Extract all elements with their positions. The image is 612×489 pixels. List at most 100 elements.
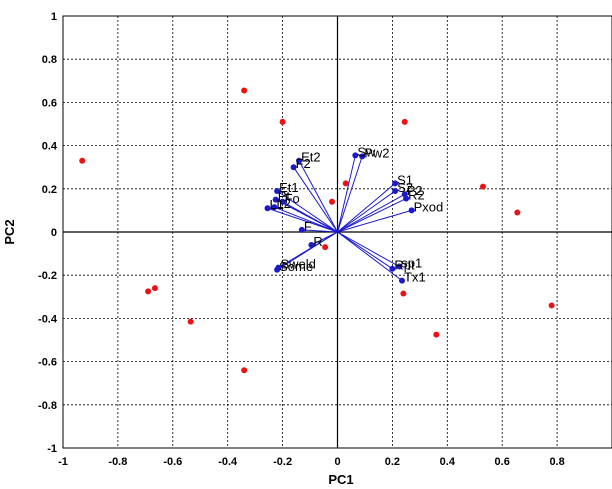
loading-vector — [267, 207, 338, 233]
loading-point — [298, 226, 305, 233]
loading-label: Et1 — [279, 180, 299, 195]
loading-vector — [337, 156, 363, 233]
loading-label: Pxod — [414, 199, 444, 214]
observation-point — [151, 285, 158, 292]
loading-label: F2 — [296, 156, 311, 171]
loading-label: Rpt — [394, 258, 415, 273]
loading-label: F — [304, 219, 312, 234]
y-tick-label: -1 — [47, 443, 57, 455]
loading-vector — [337, 183, 396, 233]
x-tick-label: -0.4 — [218, 456, 238, 468]
loading-label: Pt — [278, 189, 291, 204]
x-axis-title: PC1 — [328, 472, 353, 487]
x-tick-label: -0.8 — [108, 456, 127, 468]
observation-points — [79, 87, 555, 374]
x-tick-label: 0.2 — [385, 456, 400, 468]
loading-label: Tx1 — [404, 270, 426, 285]
loading-point — [271, 204, 278, 211]
loading-vector — [301, 229, 338, 233]
loading-vector — [278, 231, 338, 269]
observation-point — [514, 209, 521, 216]
x-tick-label: -0.6 — [163, 456, 182, 468]
observation-point — [401, 118, 408, 125]
x-tick-label: -0.2 — [273, 456, 292, 468]
loading-label: Fo — [285, 191, 300, 206]
loading-vector — [337, 198, 407, 233]
x-tick-label: 0.8 — [549, 456, 564, 468]
loading-point — [408, 207, 415, 214]
loading-point — [279, 198, 286, 205]
loading-point — [272, 196, 279, 203]
loading-point — [296, 157, 303, 164]
loading-vector — [337, 231, 403, 281]
loading-vector — [337, 190, 396, 233]
loading-point — [389, 265, 396, 272]
observation-point — [79, 157, 86, 164]
loading-vector — [293, 166, 338, 233]
y-tick-label: -0.4 — [38, 313, 58, 325]
loading-vectors — [267, 155, 412, 281]
loading-label: Et2 — [301, 150, 321, 165]
loading-point — [290, 164, 297, 171]
x-tick-label: 0.4 — [440, 456, 456, 468]
x-tick-label: 0 — [334, 456, 340, 468]
loading-label: Some — [279, 259, 313, 274]
loading-vector — [337, 209, 412, 233]
observation-point — [342, 180, 349, 187]
observation-point — [548, 302, 555, 309]
loading-label: S1 — [397, 172, 413, 187]
loading-point — [359, 153, 366, 160]
loading-label: L1 — [270, 197, 284, 212]
y-tick-label: -0.6 — [38, 357, 57, 369]
observation-point — [400, 290, 407, 297]
observation-point — [145, 288, 152, 295]
y-tick-label: -0.8 — [38, 400, 57, 412]
loading-point — [392, 187, 399, 194]
loading-label: R — [313, 234, 322, 249]
observation-point — [241, 87, 248, 94]
loading-vector — [337, 193, 405, 233]
loading-vector — [337, 155, 356, 233]
x-tick-labels: -1 -0.8 -0.6 -0.4 -0.2 0 0.2 0.4 0.6 0.8 — [58, 456, 565, 468]
observation-point — [187, 318, 194, 325]
y-tick-label: 0 — [51, 227, 57, 239]
loading-label: R2 — [408, 188, 425, 203]
loading-vector — [276, 190, 338, 233]
y-tick-label: 0.8 — [42, 54, 57, 66]
loading-label: L2 — [276, 196, 290, 211]
loading-label: Sweld — [280, 257, 315, 272]
x-tick-label: 0.6 — [495, 456, 510, 468]
observation-point — [433, 331, 440, 338]
y-tick-labels: 1 0.8 0.6 0.4 0.2 0 -0.2 -0.4 -0.6 -0.8 -1 — [38, 11, 58, 455]
y-tick-label: 1 — [51, 11, 57, 23]
loading-label: sp1 — [401, 256, 422, 271]
loading-point — [403, 195, 410, 202]
loading-points — [264, 152, 415, 284]
y-tick-label: -0.2 — [38, 270, 57, 282]
loading-vector — [298, 160, 338, 233]
loading-label: Sw — [357, 144, 376, 159]
observation-point — [322, 244, 329, 251]
plot-frame — [62, 15, 612, 449]
loading-vector — [274, 206, 338, 233]
loading-point — [308, 241, 315, 248]
y-axis-title: PC2 — [2, 219, 17, 244]
x-tick-label: -1 — [58, 456, 68, 468]
loading-point — [275, 264, 282, 271]
observation-point — [329, 198, 336, 205]
loading-point — [392, 180, 399, 187]
loading-point — [264, 205, 271, 212]
loading-vector — [337, 231, 393, 270]
loading-point — [274, 187, 281, 194]
loading-label: P2 — [407, 183, 423, 198]
y-tick-label: 0.2 — [42, 184, 57, 196]
y-tick-label: 0.6 — [42, 97, 57, 109]
loading-point — [352, 152, 359, 159]
observation-point — [241, 367, 248, 374]
observation-point — [479, 183, 486, 190]
y-tick-label: 0.4 — [42, 141, 58, 153]
observation-point — [279, 118, 286, 125]
loading-point — [396, 263, 403, 270]
